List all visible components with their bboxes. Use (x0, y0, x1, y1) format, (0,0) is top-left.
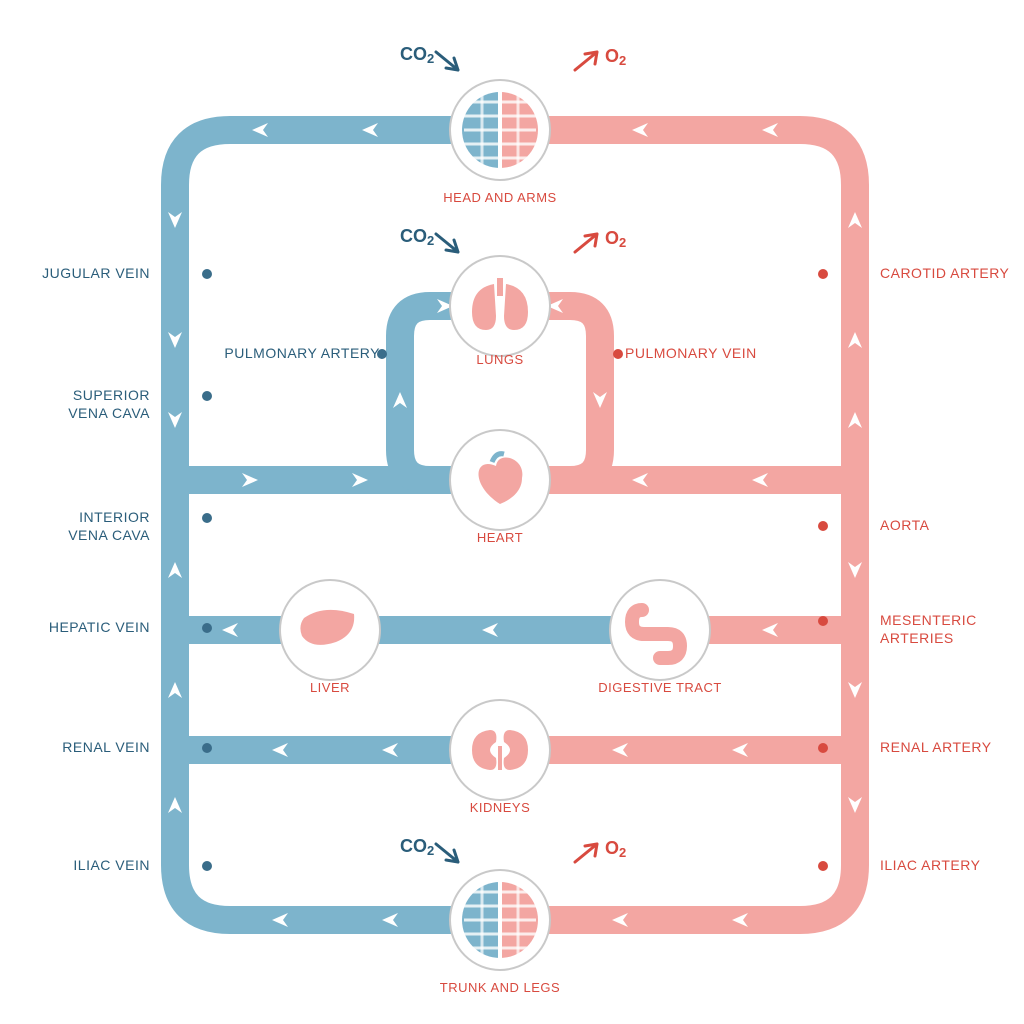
vein-label: INTERIOR (79, 509, 150, 525)
organ-heart-label: HEART (477, 530, 523, 545)
organ-lungs: LUNGS (450, 256, 550, 367)
artery-label: RENAL ARTERY (880, 739, 992, 755)
vein-label-dot (202, 861, 212, 871)
artery-main-loop (500, 130, 855, 920)
co2-label: CO2 (400, 226, 458, 252)
artery-label-dot (818, 616, 828, 626)
svg-text:O2: O2 (605, 46, 626, 68)
svg-text:O2: O2 (605, 228, 626, 250)
vein-label: SUPERIOR (73, 387, 150, 403)
artery-label-dot (818, 743, 828, 753)
vein-label-dot (202, 623, 212, 633)
vein-label: ILIAC VEIN (73, 857, 150, 873)
artery-label-dot (818, 861, 828, 871)
organ-lungs-label: LUNGS (476, 352, 523, 367)
organ-digestive: DIGESTIVE TRACT (598, 580, 722, 695)
artery-label: CAROTID ARTERY (880, 265, 1010, 281)
svg-text:CO2: CO2 (400, 836, 434, 858)
vein-label: VENA CAVA (68, 527, 150, 543)
vein-label-dot (202, 513, 212, 523)
o2-arrow-icon (575, 234, 597, 252)
organ-head: HEAD AND ARMS (443, 80, 556, 205)
artery-label-dot (818, 269, 828, 279)
vein-label-dot (202, 743, 212, 753)
organ-liver: LIVER (280, 580, 380, 695)
organ-head-label: HEAD AND ARMS (443, 190, 556, 205)
pulmonary-vein-label: PULMONARY VEIN (625, 345, 757, 361)
vein-label: VENA CAVA (68, 405, 150, 421)
vein-label-dot (202, 391, 212, 401)
organ-kidneys: KIDNEYS (450, 700, 550, 815)
vein-main-loop (175, 130, 500, 920)
artery-label: ARTERIES (880, 630, 954, 646)
organ-kidneys-label: KIDNEYS (470, 800, 531, 815)
svg-text:CO2: CO2 (400, 226, 434, 248)
organ-trunk: TRUNK AND LEGS (440, 870, 560, 995)
svg-text:CO2: CO2 (400, 44, 434, 66)
vein-label: HEPATIC VEIN (49, 619, 150, 635)
vein-label: RENAL VEIN (62, 739, 150, 755)
artery-label: AORTA (880, 517, 930, 533)
pulmonary-artery-label: PULMONARY ARTERY (224, 345, 380, 361)
organ-digestive-label: DIGESTIVE TRACT (598, 680, 722, 695)
artery-label: MESENTERIC (880, 612, 977, 628)
o2-label: O2 (575, 46, 626, 70)
organ-liver-label: LIVER (310, 680, 350, 695)
vein-label-dot (202, 269, 212, 279)
vein-label: JUGULAR VEIN (42, 265, 150, 281)
artery-label-dot (818, 521, 828, 531)
organ-trunk-label: TRUNK AND LEGS (440, 980, 560, 995)
artery-label: ILIAC ARTERY (880, 857, 981, 873)
co2-label: CO2 (400, 44, 458, 70)
svg-text:O2: O2 (605, 838, 626, 860)
organ-heart: HEART (450, 430, 550, 545)
o2-label: O2 (575, 228, 626, 252)
o2-arrow-icon (575, 52, 597, 70)
o2-label: O2 (575, 838, 626, 862)
co2-label: CO2 (400, 836, 458, 862)
o2-arrow-icon (575, 844, 597, 862)
artery-label-dot (613, 349, 623, 359)
